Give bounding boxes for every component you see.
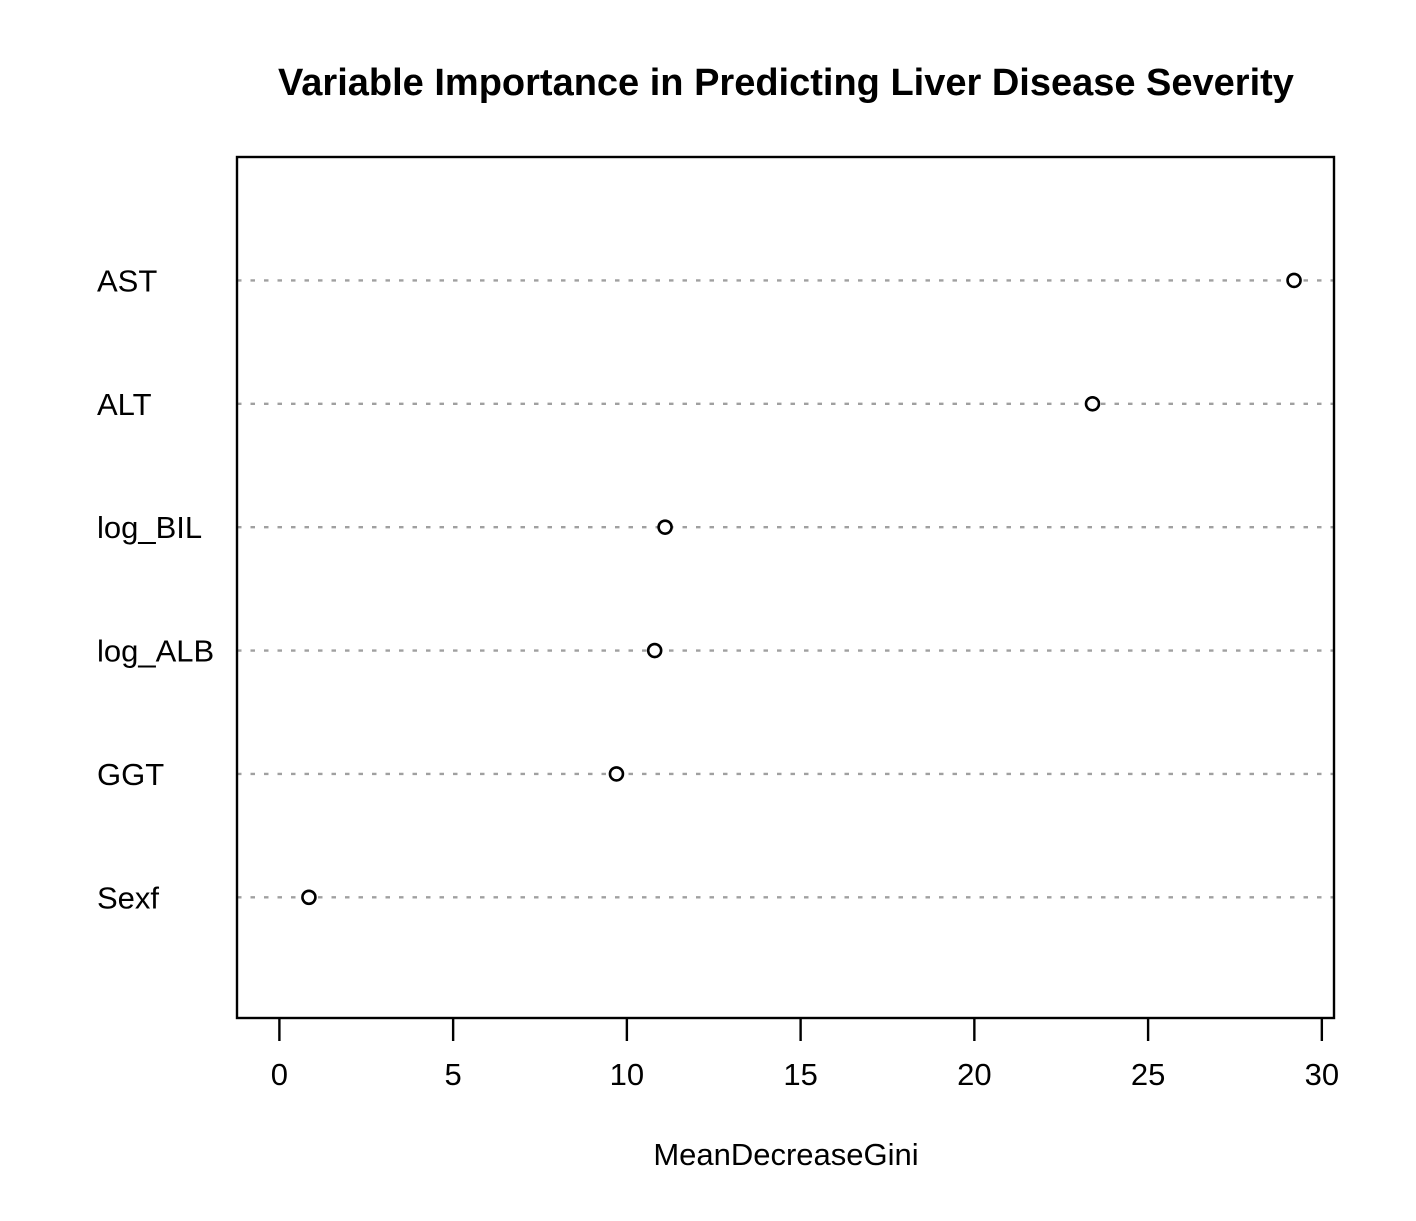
y-axis-label: AST <box>97 263 157 298</box>
grid-lines <box>237 279 1334 899</box>
y-axis-label: ALT <box>97 387 152 422</box>
data-point <box>657 519 673 535</box>
y-axis-label: log_ALB <box>97 634 214 669</box>
y-axis-label: Sexf <box>97 880 159 915</box>
x-tick-label: 10 <box>610 1057 644 1092</box>
data-point <box>301 889 317 906</box>
plot-box <box>235 155 1336 1020</box>
x-tick-label: 15 <box>783 1057 817 1092</box>
x-axis: 0 5 10 15 20 25 30 <box>271 1019 1339 1092</box>
data-point <box>608 766 625 782</box>
data-point <box>1084 395 1101 412</box>
x-tick-label: 20 <box>957 1057 991 1092</box>
y-axis-label: GGT <box>97 757 164 792</box>
chart-title: Variable Importance in Predicting Liver … <box>278 62 1294 104</box>
x-tick-label: 25 <box>1131 1057 1165 1092</box>
x-tick-label: 0 <box>271 1057 288 1092</box>
data-points <box>301 272 1302 906</box>
data-point <box>646 642 663 659</box>
y-axis-label: log_BIL <box>97 510 202 545</box>
x-axis-title: MeanDecreaseGini <box>653 1137 918 1172</box>
y-axis-labels: AST ALT log_BIL log_ALB GGT Sexf <box>97 263 214 915</box>
data-point <box>1286 272 1302 289</box>
x-tick-label: 30 <box>1305 1057 1339 1092</box>
x-tick-label: 5 <box>445 1057 462 1092</box>
